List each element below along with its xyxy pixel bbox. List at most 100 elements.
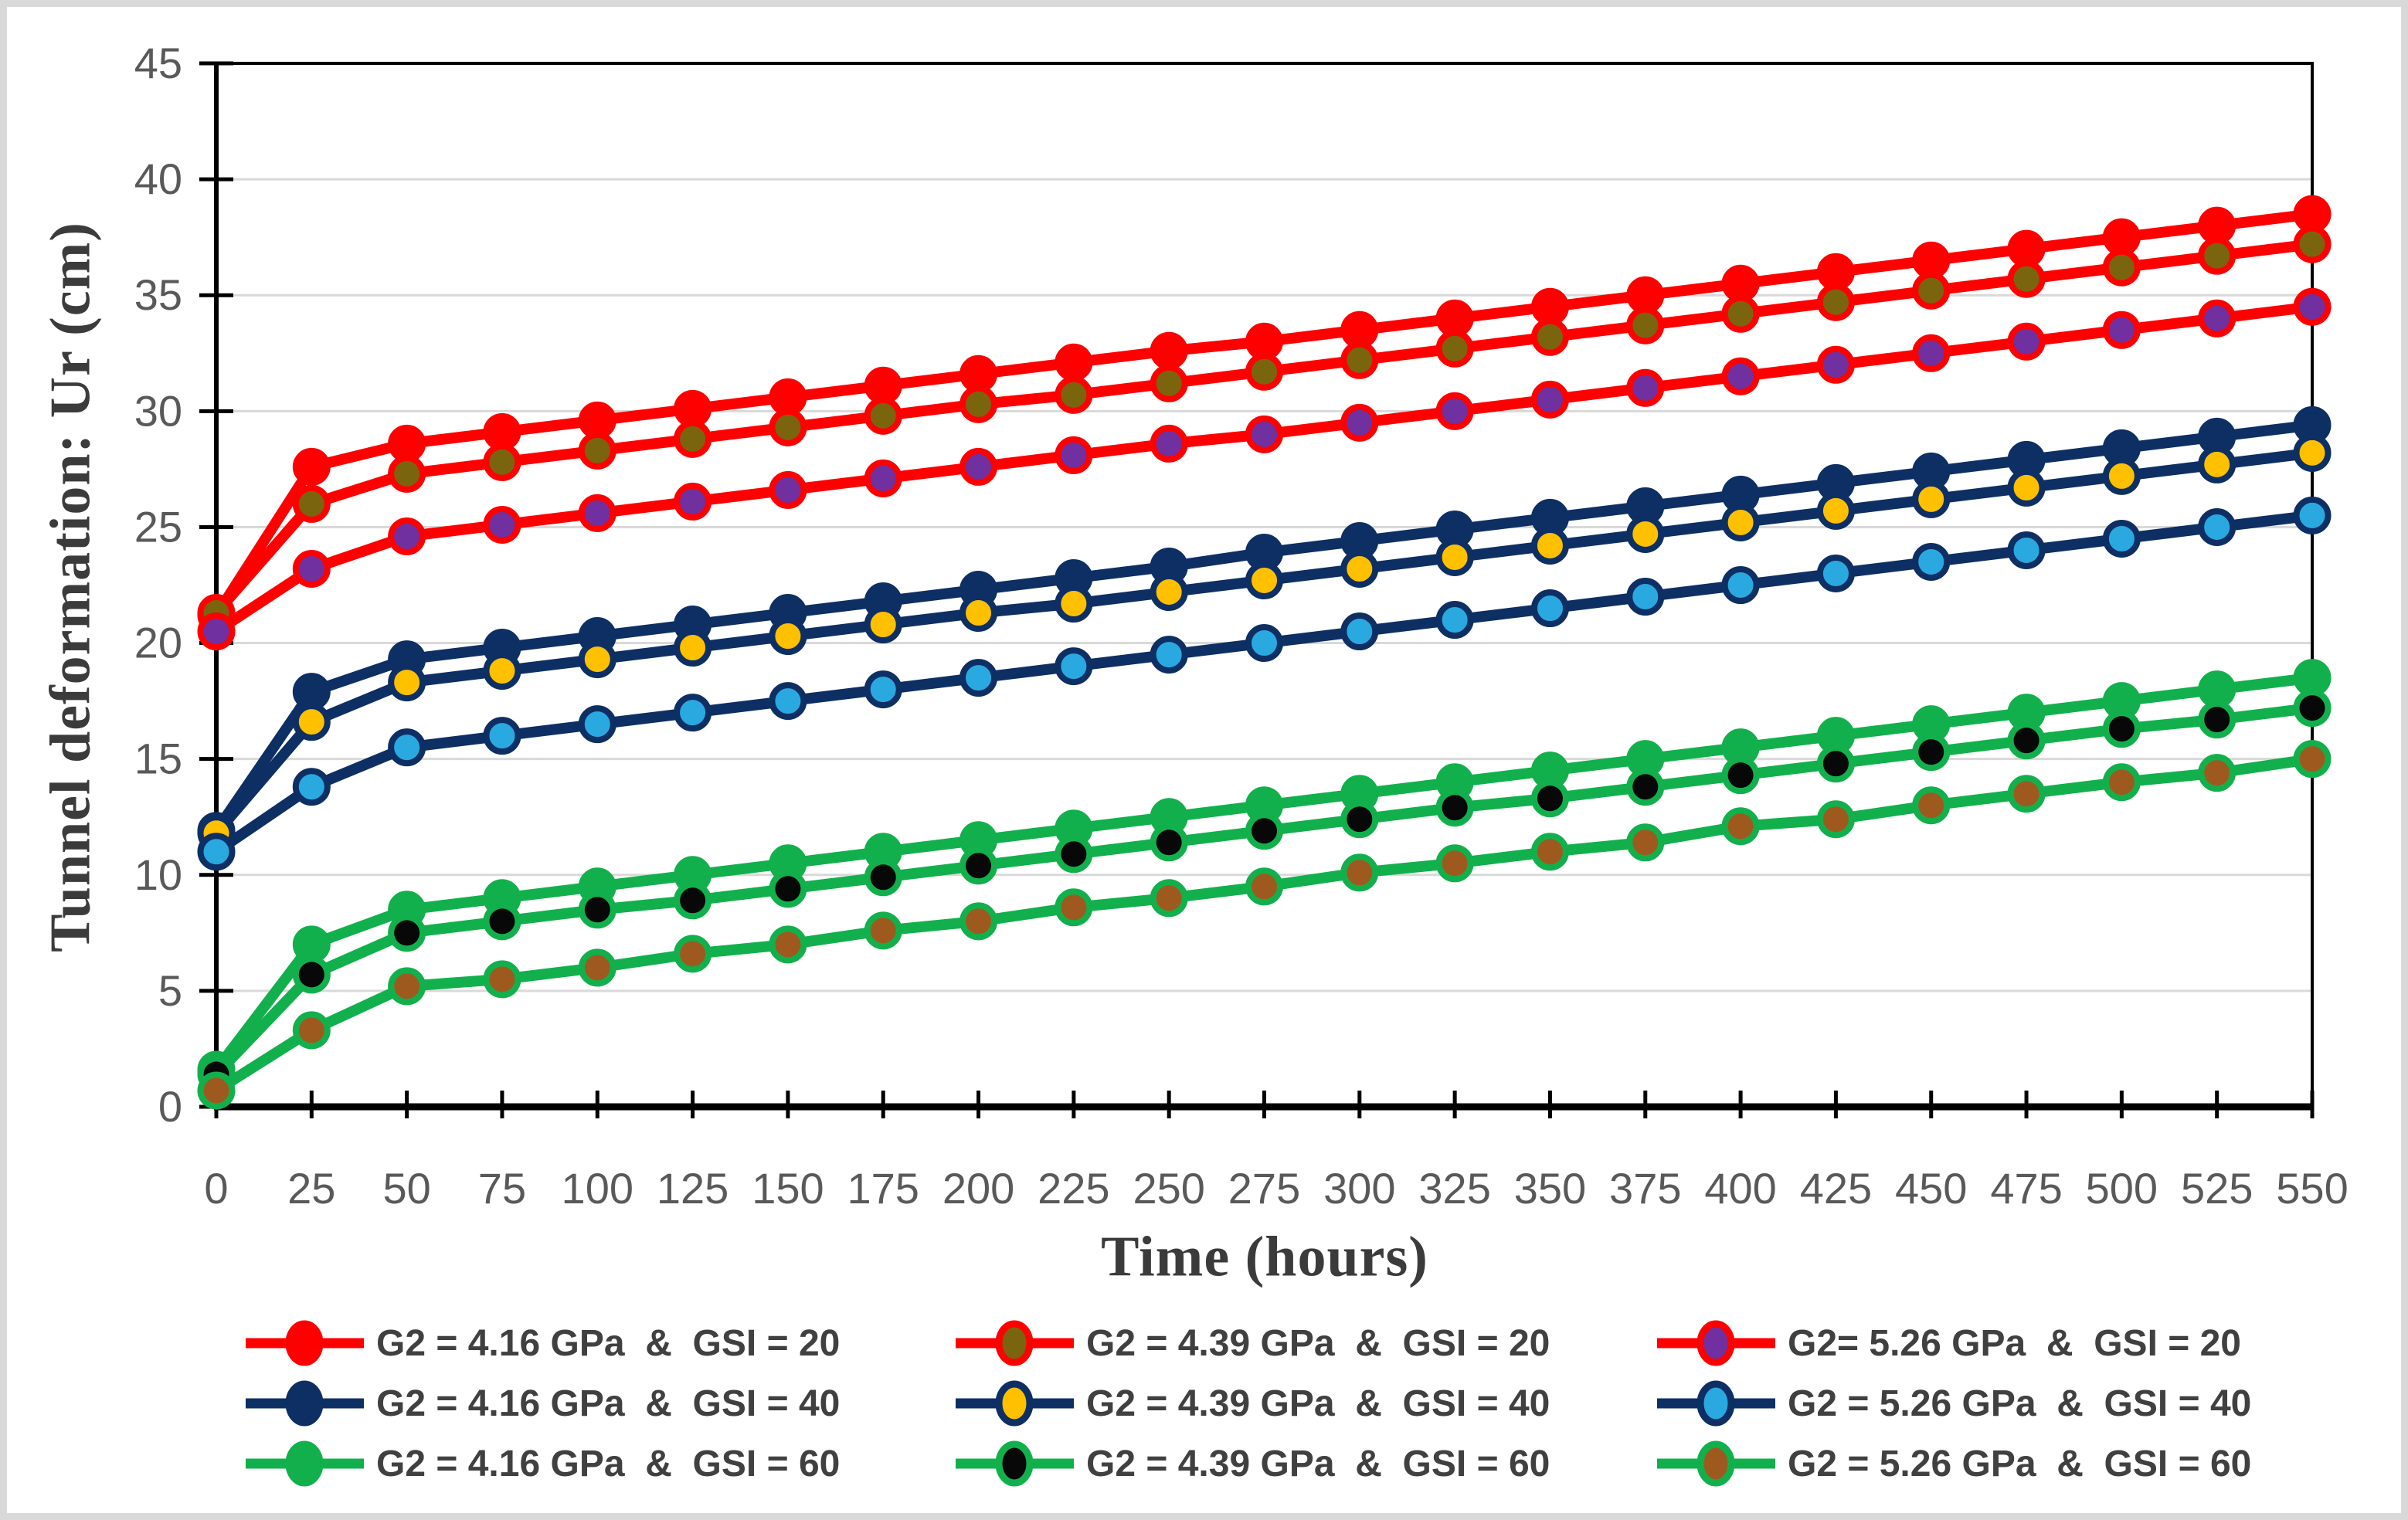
data-point-marker <box>769 378 807 416</box>
data-point-marker <box>1816 345 1855 384</box>
data-point-marker <box>1150 636 1188 674</box>
data-point-marker <box>2293 496 2332 534</box>
series-5 <box>197 496 2332 871</box>
data-point-marker <box>1340 549 1379 588</box>
series-2 <box>197 287 2332 651</box>
data-point-marker <box>1340 612 1379 651</box>
y-tick-label: 30 <box>134 386 182 435</box>
data-point-marker <box>1816 253 1855 291</box>
x-tick-label: 175 <box>847 1164 919 1213</box>
data-point-marker <box>483 902 521 941</box>
data-point-marker <box>2102 710 2141 748</box>
x-tick-label: 225 <box>1038 1164 1109 1213</box>
legend-item: G2 = 4.16 GPa & GSI = 60 <box>246 1433 956 1494</box>
data-point-marker <box>1530 589 1569 628</box>
data-point-marker <box>292 673 331 711</box>
series-6 <box>197 659 2332 1089</box>
data-point-marker <box>1435 601 1474 640</box>
data-point-marker <box>1912 334 1951 372</box>
data-point-marker <box>2293 689 2332 728</box>
y-tick-label: 35 <box>134 270 182 319</box>
x-tick-label: 375 <box>1609 1164 1681 1213</box>
series-8 <box>197 740 2332 1110</box>
data-point-marker <box>1530 380 1569 419</box>
data-point-marker <box>769 470 807 509</box>
data-point-marker <box>1912 480 1951 518</box>
data-point-marker <box>1721 756 1760 795</box>
data-point-marker <box>1816 554 1855 592</box>
data-point-marker <box>1245 352 1283 391</box>
legend-label: G2 = 4.39 GPa & GSI = 20 <box>1086 1322 1550 1364</box>
x-tick-label: 300 <box>1323 1164 1395 1213</box>
x-tick-label: 150 <box>752 1164 824 1213</box>
data-point-marker <box>578 640 616 679</box>
data-point-marker <box>1530 526 1569 565</box>
data-point-marker <box>1245 415 1283 453</box>
legend-key-icon <box>246 1380 364 1427</box>
x-tick-label: 125 <box>657 1164 729 1213</box>
data-point-marker <box>1435 392 1474 430</box>
data-point-marker <box>2293 225 2332 263</box>
data-point-marker <box>1721 294 1760 333</box>
x-tick-label: 400 <box>1704 1164 1776 1213</box>
x-tick-label: 550 <box>2276 1164 2348 1213</box>
legend-item: G2= 5.26 GPa & GSI = 20 <box>1657 1313 2408 1373</box>
data-point-marker <box>1150 331 1188 370</box>
x-tick-label: 275 <box>1228 1164 1300 1213</box>
data-point-marker <box>1340 310 1379 349</box>
data-point-marker <box>388 663 426 702</box>
data-point-marker <box>2102 248 2141 287</box>
data-point-marker <box>1626 306 1665 344</box>
data-point-marker <box>674 389 712 428</box>
x-tick-label: 100 <box>562 1164 633 1213</box>
legend-item: G2 = 4.39 GPa & GSI = 60 <box>956 1433 1657 1494</box>
x-axis-title: Time (hours) <box>1101 1225 1428 1289</box>
legend-item: G2 = 4.39 GPa & GSI = 20 <box>956 1313 1657 1373</box>
y-tick-label: 15 <box>134 735 182 783</box>
data-point-marker <box>1435 299 1474 338</box>
series-4 <box>197 433 2332 853</box>
legend-label: G2 = 4.39 GPa & GSI = 60 <box>1086 1443 1550 1484</box>
data-point-marker <box>1340 403 1379 442</box>
data-point-marker <box>1530 287 1569 326</box>
data-point-marker <box>1816 800 1855 839</box>
data-point-marker <box>578 891 616 929</box>
data-point-marker <box>1912 542 1951 581</box>
data-point-marker <box>292 703 331 741</box>
data-point-marker <box>292 549 331 588</box>
data-point-marker <box>2198 445 2236 483</box>
data-point-marker <box>483 652 521 690</box>
data-point-marker <box>483 412 521 451</box>
data-point-marker <box>959 659 998 697</box>
data-point-marker <box>1055 585 1093 623</box>
data-point-marker <box>578 431 616 470</box>
data-point-marker <box>1626 578 1665 616</box>
data-point-marker <box>864 858 902 897</box>
data-point-marker <box>388 914 426 952</box>
data-point-marker <box>1626 514 1665 553</box>
data-point-marker <box>483 443 521 481</box>
data-point-marker <box>388 454 426 493</box>
data-point-marker <box>769 408 807 446</box>
x-tick-label: 50 <box>382 1164 430 1213</box>
data-point-marker <box>864 606 902 644</box>
data-point-marker <box>483 717 521 755</box>
data-point-marker <box>1530 317 1569 356</box>
data-point-marker <box>864 366 902 405</box>
data-point-marker <box>483 505 521 544</box>
data-point-marker <box>2293 287 2332 326</box>
data-point-marker <box>1055 835 1093 874</box>
data-point-marker <box>1055 647 1093 686</box>
data-point-marker <box>197 1071 236 1110</box>
data-point-marker <box>197 833 236 871</box>
data-point-marker <box>2198 701 2236 739</box>
data-point-marker <box>2102 456 2141 495</box>
y-tick-label: 0 <box>158 1082 182 1131</box>
data-point-marker <box>1912 786 1951 825</box>
data-point-marker <box>2102 519 2141 558</box>
legend-key-icon <box>956 1440 1074 1487</box>
x-tick-label: 75 <box>478 1164 526 1213</box>
data-point-marker <box>1626 368 1665 407</box>
data-point-marker <box>1340 853 1379 892</box>
data-point-marker <box>292 1011 331 1050</box>
